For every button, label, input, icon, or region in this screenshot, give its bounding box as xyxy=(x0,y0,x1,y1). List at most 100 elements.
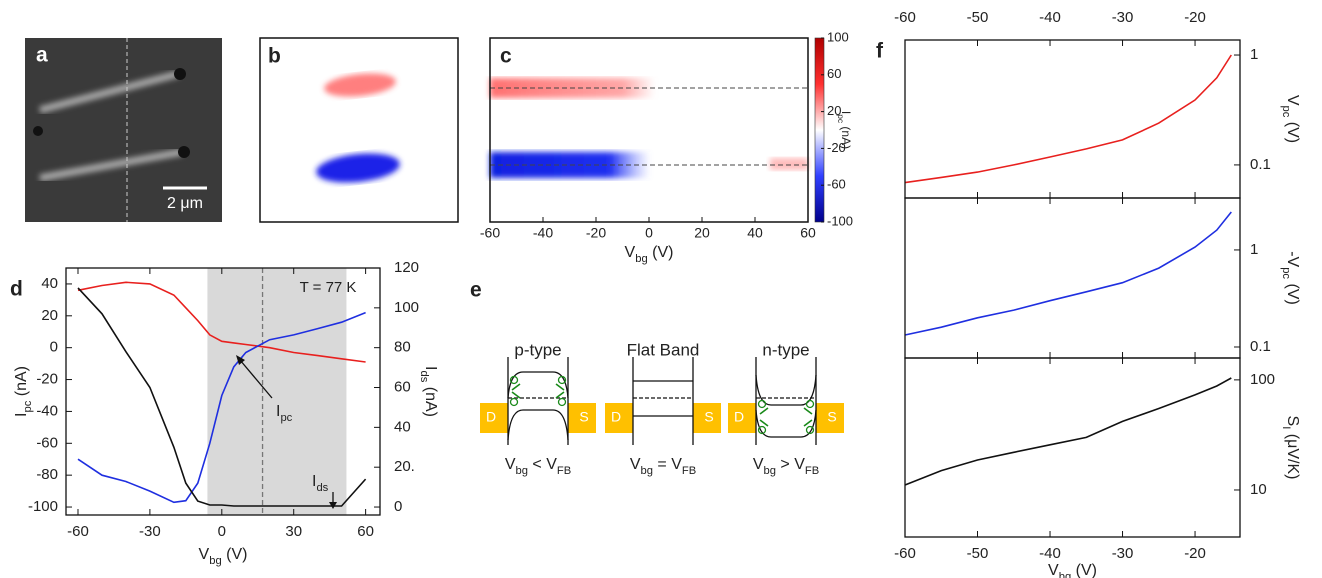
panel-letter: d xyxy=(10,278,23,301)
contact xyxy=(480,403,508,433)
y-axis-label: SI (μV/K) xyxy=(1280,416,1301,480)
colorbar-tick-label: -100 xyxy=(827,213,853,228)
blue-spot xyxy=(316,153,400,183)
y-tick-label: -60 xyxy=(36,434,58,451)
y-tick-label: 100 xyxy=(1250,371,1275,388)
y-axis-label: -Vpc (V) xyxy=(1280,251,1301,305)
y-axis-label-part: I xyxy=(13,413,30,417)
y2-tick-label: 20. xyxy=(394,458,415,475)
y-tick-label: 1 xyxy=(1250,241,1258,258)
contact xyxy=(568,403,596,433)
panel-c-map xyxy=(490,78,808,178)
y2-axis-label-part: ds xyxy=(418,370,430,382)
panel-letter: c xyxy=(500,45,512,68)
x-axis-label: Vbg (V) xyxy=(1048,562,1097,578)
band-type: Flat Band xyxy=(627,340,700,359)
plot-frame xyxy=(65,267,381,516)
x-axis-label-part: bg xyxy=(209,555,221,567)
y-axis-label-part: pc xyxy=(1280,106,1292,118)
x-tick-label: -40 xyxy=(533,225,553,241)
x-tick-label: -60 xyxy=(894,9,916,26)
y2-tick-label: 40 xyxy=(394,418,411,435)
callout-arrowhead xyxy=(236,355,245,365)
band-edge xyxy=(507,371,569,399)
x-axis-label-part: V xyxy=(625,244,636,261)
band-condition-part: FB xyxy=(557,465,571,477)
colorbar-tick-label: 60 xyxy=(827,66,841,81)
x-tick-label: -50 xyxy=(967,9,989,26)
y-axis-label-part: V xyxy=(1284,95,1301,106)
x-tick-label: -20 xyxy=(586,225,606,241)
y-tick-label: 40 xyxy=(41,275,58,292)
band-type: p-type xyxy=(514,340,561,359)
x-tick-label: -60 xyxy=(67,523,89,540)
band-condition-part: < V xyxy=(528,456,557,473)
y2-tick-label: 80 xyxy=(394,339,411,356)
band-condition-part: V xyxy=(505,456,516,473)
x-tick-label: 0 xyxy=(645,225,653,241)
sem-image xyxy=(25,38,222,222)
contact-label: D xyxy=(486,409,496,425)
y-tick-label: -80 xyxy=(36,466,58,483)
y-axis-label-part: S xyxy=(1284,416,1301,427)
x-axis-label-part: bg xyxy=(1059,571,1071,578)
band-condition: Vbg > VFB xyxy=(753,456,819,477)
y-axis-label-part: pc xyxy=(1280,267,1292,279)
panel-a: 2 μm a xyxy=(25,38,222,222)
band-condition-part: bg xyxy=(764,465,776,477)
carrier xyxy=(509,375,519,385)
contact-dot xyxy=(33,126,43,136)
annotation: T = 77 K xyxy=(300,279,357,296)
carrier xyxy=(757,399,767,409)
panel-letter: e xyxy=(470,279,482,302)
callout-label: Ipc xyxy=(276,403,293,424)
y-axis-label: Vpc (V) xyxy=(1280,95,1301,143)
band-condition-part: = V xyxy=(653,456,682,473)
data-line xyxy=(904,54,1232,184)
y2-tick-label: 0 xyxy=(394,498,402,515)
panel-letter: b xyxy=(268,45,281,68)
x-tick-label: -60 xyxy=(480,225,500,241)
data-line xyxy=(904,377,1232,486)
carrier-arrow xyxy=(759,407,813,427)
y-axis-label: Ipc (nA) xyxy=(13,366,34,417)
plot-frame xyxy=(904,357,1241,538)
band-condition: Vbg < VFB xyxy=(505,456,571,477)
frame xyxy=(259,37,459,223)
contact xyxy=(693,403,721,433)
x-axis-label-part: (V) xyxy=(222,546,248,563)
colorbar xyxy=(814,37,825,223)
band-condition-part: V xyxy=(630,456,641,473)
y-axis-label-part: (nA) xyxy=(13,366,30,401)
carrier xyxy=(805,425,815,435)
y2-axis-label-part: (nA) xyxy=(422,382,439,417)
carrier xyxy=(557,375,567,385)
data-line xyxy=(77,281,366,363)
x-tick-label: -20 xyxy=(1184,9,1206,26)
band-condition-part: V xyxy=(753,456,764,473)
contact-dot xyxy=(178,146,190,158)
x-tick-label: 20 xyxy=(694,225,710,241)
x-axis-label: Vbg (V) xyxy=(625,244,674,265)
callout-label: Ids xyxy=(312,473,329,494)
contact-label: S xyxy=(827,409,836,425)
x-tick-label: 40 xyxy=(747,225,763,241)
x-tick-label: -50 xyxy=(967,545,989,562)
colorbar-tick-label: -60 xyxy=(827,177,846,192)
panel-letter: a xyxy=(36,44,48,67)
colorbar-label-part: I xyxy=(839,111,853,114)
band-condition-part: FB xyxy=(805,465,819,477)
x-tick-label: -30 xyxy=(1112,9,1134,26)
band-condition: Vbg = VFB xyxy=(630,456,696,477)
x-axis-label: Vbg (V) xyxy=(199,546,248,567)
contact-label: S xyxy=(704,409,713,425)
callout-arrowhead xyxy=(329,502,337,509)
plot-frame xyxy=(489,37,809,223)
y-tick-label: 20 xyxy=(41,307,58,324)
colorbar-label: Ipc (nA) xyxy=(836,111,853,149)
y2-tick-label: 60 xyxy=(394,378,411,395)
carrier xyxy=(509,397,519,407)
x-tick-label: -40 xyxy=(1039,545,1061,562)
